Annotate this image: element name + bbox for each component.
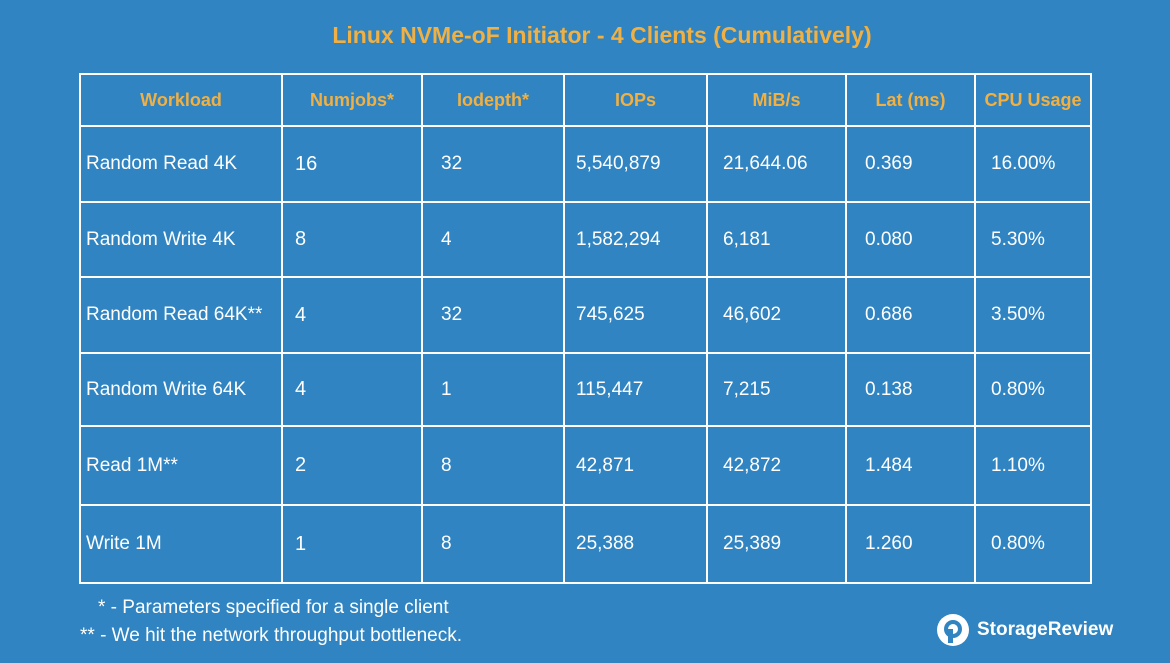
- table-cell: Random Write 4K: [79, 201, 283, 278]
- table-cell: Random Write 64K: [79, 352, 283, 427]
- storagereview-logo-icon: [937, 614, 969, 646]
- table-row: Read 1M** 2 8 42,871 42,872 1.484 1.10%: [79, 425, 1092, 506]
- column-header-iops: IOPs: [563, 73, 708, 127]
- table-cell: 1.260: [845, 504, 976, 584]
- footnote-bottleneck: ** - We hit the network throughput bottl…: [80, 625, 462, 646]
- table-cell: 3.50%: [974, 276, 1092, 354]
- chart-title: Linux NVMe-oF Initiator - 4 Clients (Cum…: [332, 22, 872, 48]
- table-cell: 4: [421, 201, 565, 278]
- column-header-numjobs: Numjobs*: [281, 73, 423, 127]
- column-header-iodepth: Iodepth*: [421, 73, 565, 127]
- column-header-latency: Lat (ms): [845, 73, 976, 127]
- table-cell: 32: [421, 125, 565, 203]
- storagereview-logo: StorageReview: [936, 613, 1113, 647]
- table-cell: Read 1M**: [79, 425, 283, 506]
- brand-name: StorageReview: [977, 619, 1114, 640]
- table-cell: 0.369: [845, 125, 976, 203]
- table-row: Random Read 4K 16 32 5,540,879 21,644.06 0.36…: [79, 125, 1092, 203]
- table-cell: 16: [281, 125, 423, 203]
- table-cell: 745,625: [563, 276, 708, 354]
- table-cell: Write 1M: [79, 504, 283, 584]
- table-cell: 8: [421, 504, 565, 584]
- table-cell: 21,644.06: [706, 125, 847, 203]
- results-table: Workload Numjobs* Iodepth* IOPs MiB/s La…: [79, 73, 1092, 584]
- table-cell: 1,582,294: [563, 201, 708, 278]
- table-cell: 6,181: [706, 201, 847, 278]
- table-cell: 2: [281, 425, 423, 506]
- table-cell: 1: [421, 352, 565, 427]
- table-cell: 0.80%: [974, 352, 1092, 427]
- table-cell: 7,215: [706, 352, 847, 427]
- table-cell: 0.080: [845, 201, 976, 278]
- column-header-workload: Workload: [79, 73, 283, 127]
- table-cell: 25,389: [706, 504, 847, 584]
- table-cell: 0.138: [845, 352, 976, 427]
- table-cell: Random Read 64K**: [79, 276, 283, 354]
- table-row: Random Read 64K** 4 32 745,625 46,602 0.686 3.…: [79, 276, 1092, 354]
- column-header-cpu-usage: CPU Usage: [974, 73, 1092, 127]
- table-cell: 16.00%: [974, 125, 1092, 203]
- table-cell: 4: [281, 276, 423, 354]
- table-cell: 42,871: [563, 425, 708, 506]
- table-cell: 46,602: [706, 276, 847, 354]
- table-cell: 4: [281, 352, 423, 427]
- table-cell: 32: [421, 276, 565, 354]
- table-cell: 115,447: [563, 352, 708, 427]
- table-row: Random Write 4K 8 4 1,582,294 6,181 0.080 5.30…: [79, 201, 1092, 278]
- table-cell: 0.686: [845, 276, 976, 354]
- table-cell: 8: [281, 201, 423, 278]
- table-row: Random Write 64K 4 1 115,447 7,215 0.138 0.80%: [79, 352, 1092, 427]
- table-cell: Random Read 4K: [79, 125, 283, 203]
- table-cell: 42,872: [706, 425, 847, 506]
- table-cell: 5,540,879: [563, 125, 708, 203]
- table-cell: 1.484: [845, 425, 976, 506]
- table-cell: 1.10%: [974, 425, 1092, 506]
- table-cell: 25,388: [563, 504, 708, 584]
- table-cell: 5.30%: [974, 201, 1092, 278]
- table-cell: 0.80%: [974, 504, 1092, 584]
- footnote-single-client: * - Parameters specified for a single cl…: [98, 597, 449, 618]
- header-row: Workload Numjobs* Iodepth* IOPs MiB/s La…: [79, 73, 1092, 127]
- table-row: Write 1M 1 8 25,388 25,389 1.260 0.80%: [79, 504, 1092, 584]
- column-header-mibs: MiB/s: [706, 73, 847, 127]
- table-cell: 8: [421, 425, 565, 506]
- table-cell: 1: [281, 504, 423, 584]
